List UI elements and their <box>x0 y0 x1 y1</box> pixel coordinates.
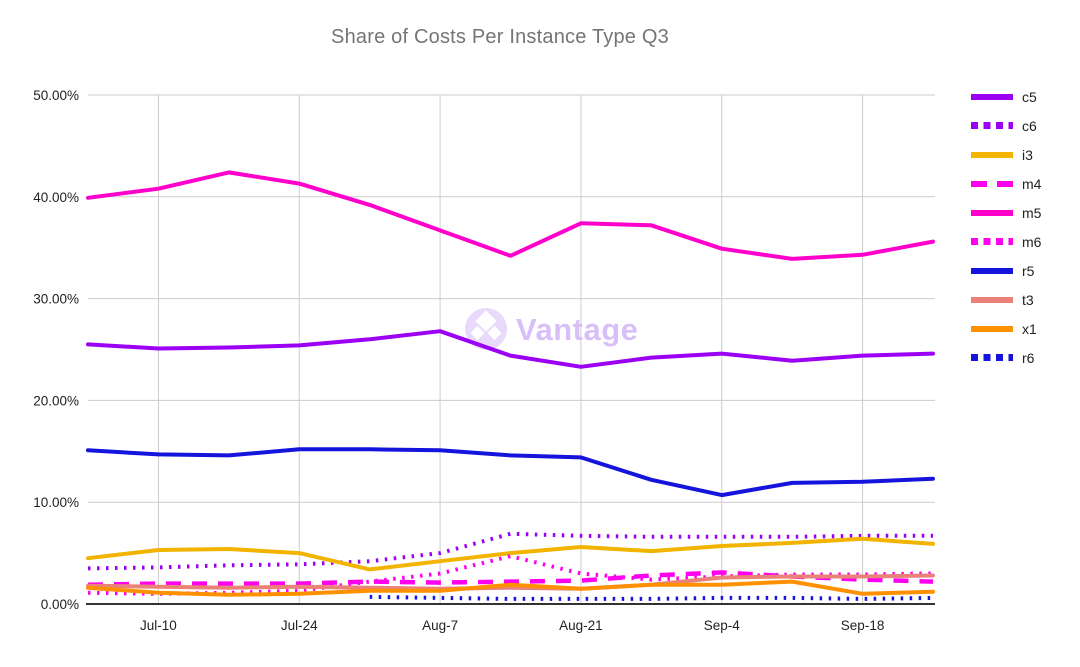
legend-item-label: i3 <box>1022 146 1033 163</box>
legend-swatch-solid-icon <box>971 325 1013 332</box>
legend-swatch-solid-icon <box>971 267 1013 274</box>
legend-swatch-dashed-icon <box>971 180 1013 187</box>
legend-item-m4[interactable]: m4 <box>971 169 1041 198</box>
series-line-r5 <box>86 447 935 498</box>
legend-item-label: r5 <box>1022 262 1035 279</box>
legend-item-label: m4 <box>1022 175 1042 192</box>
legend-item-c5[interactable]: c5 <box>971 82 1041 111</box>
series-line-c5 <box>86 329 935 369</box>
series-line-r6 <box>369 594 934 601</box>
chart-title: Share of Costs Per Instance Type Q3 <box>331 26 669 48</box>
y-axis-tick-label: 0.00% <box>41 597 79 612</box>
x-axis-tick-label: Sep-4 <box>704 618 741 633</box>
legend-item-label: r6 <box>1022 349 1035 366</box>
vantage-logo-diamond <box>470 325 485 341</box>
legend-item-m6[interactable]: m6 <box>971 227 1041 256</box>
x-axis-tick-label: Aug-7 <box>422 618 458 633</box>
legend-swatch-dotted-icon <box>971 122 1013 129</box>
y-axis-tick-label: 50.00% <box>33 88 79 103</box>
y-axis-tick-label: 20.00% <box>33 393 79 408</box>
y-axis-tick-label: 10.00% <box>33 495 79 510</box>
legend-item-label: x1 <box>1022 320 1037 337</box>
x-axis-tick-label: Jul-10 <box>140 618 177 633</box>
legend-swatch-solid-icon <box>971 296 1013 303</box>
legend-item-m5[interactable]: m5 <box>971 198 1041 227</box>
legend-item-label: m6 <box>1022 233 1042 250</box>
legend-item-label: m5 <box>1022 204 1042 221</box>
series-line-m5 <box>86 170 935 261</box>
series-line-x1 <box>86 579 935 597</box>
legend: c5 c6 i3 m4 m5 m6 r5 t3 x1 r6 <box>971 82 1041 372</box>
legend-item-label: c5 <box>1022 88 1037 105</box>
vantage-logo-diamond <box>487 325 502 341</box>
x-axis-tick-label: Sep-18 <box>841 618 885 633</box>
legend-item-x1[interactable]: x1 <box>971 314 1041 343</box>
legend-item-i3[interactable]: i3 <box>971 140 1041 169</box>
series-line-i3 <box>86 536 935 572</box>
legend-item-r6[interactable]: r6 <box>971 343 1041 372</box>
legend-item-label: c6 <box>1022 117 1037 134</box>
watermark-text: Vantage <box>516 312 638 347</box>
legend-item-r5[interactable]: r5 <box>971 256 1041 285</box>
x-axis-tick-label: Aug-21 <box>559 618 603 633</box>
x-axis-tick-label: Jul-24 <box>281 618 318 633</box>
series-line-t3 <box>86 573 935 591</box>
y-axis-tick-label: 30.00% <box>33 292 79 307</box>
legend-swatch-dotted-icon <box>971 238 1013 245</box>
legend-swatch-solid-icon <box>971 151 1013 158</box>
y-axis-tick-label: 40.00% <box>33 190 79 205</box>
legend-swatch-dotted-icon <box>971 354 1013 361</box>
legend-item-c6[interactable]: c6 <box>971 111 1041 140</box>
legend-item-t3[interactable]: t3 <box>971 285 1041 314</box>
legend-swatch-solid-icon <box>971 93 1013 100</box>
legend-swatch-solid-icon <box>971 209 1013 216</box>
legend-item-label: t3 <box>1022 291 1034 308</box>
